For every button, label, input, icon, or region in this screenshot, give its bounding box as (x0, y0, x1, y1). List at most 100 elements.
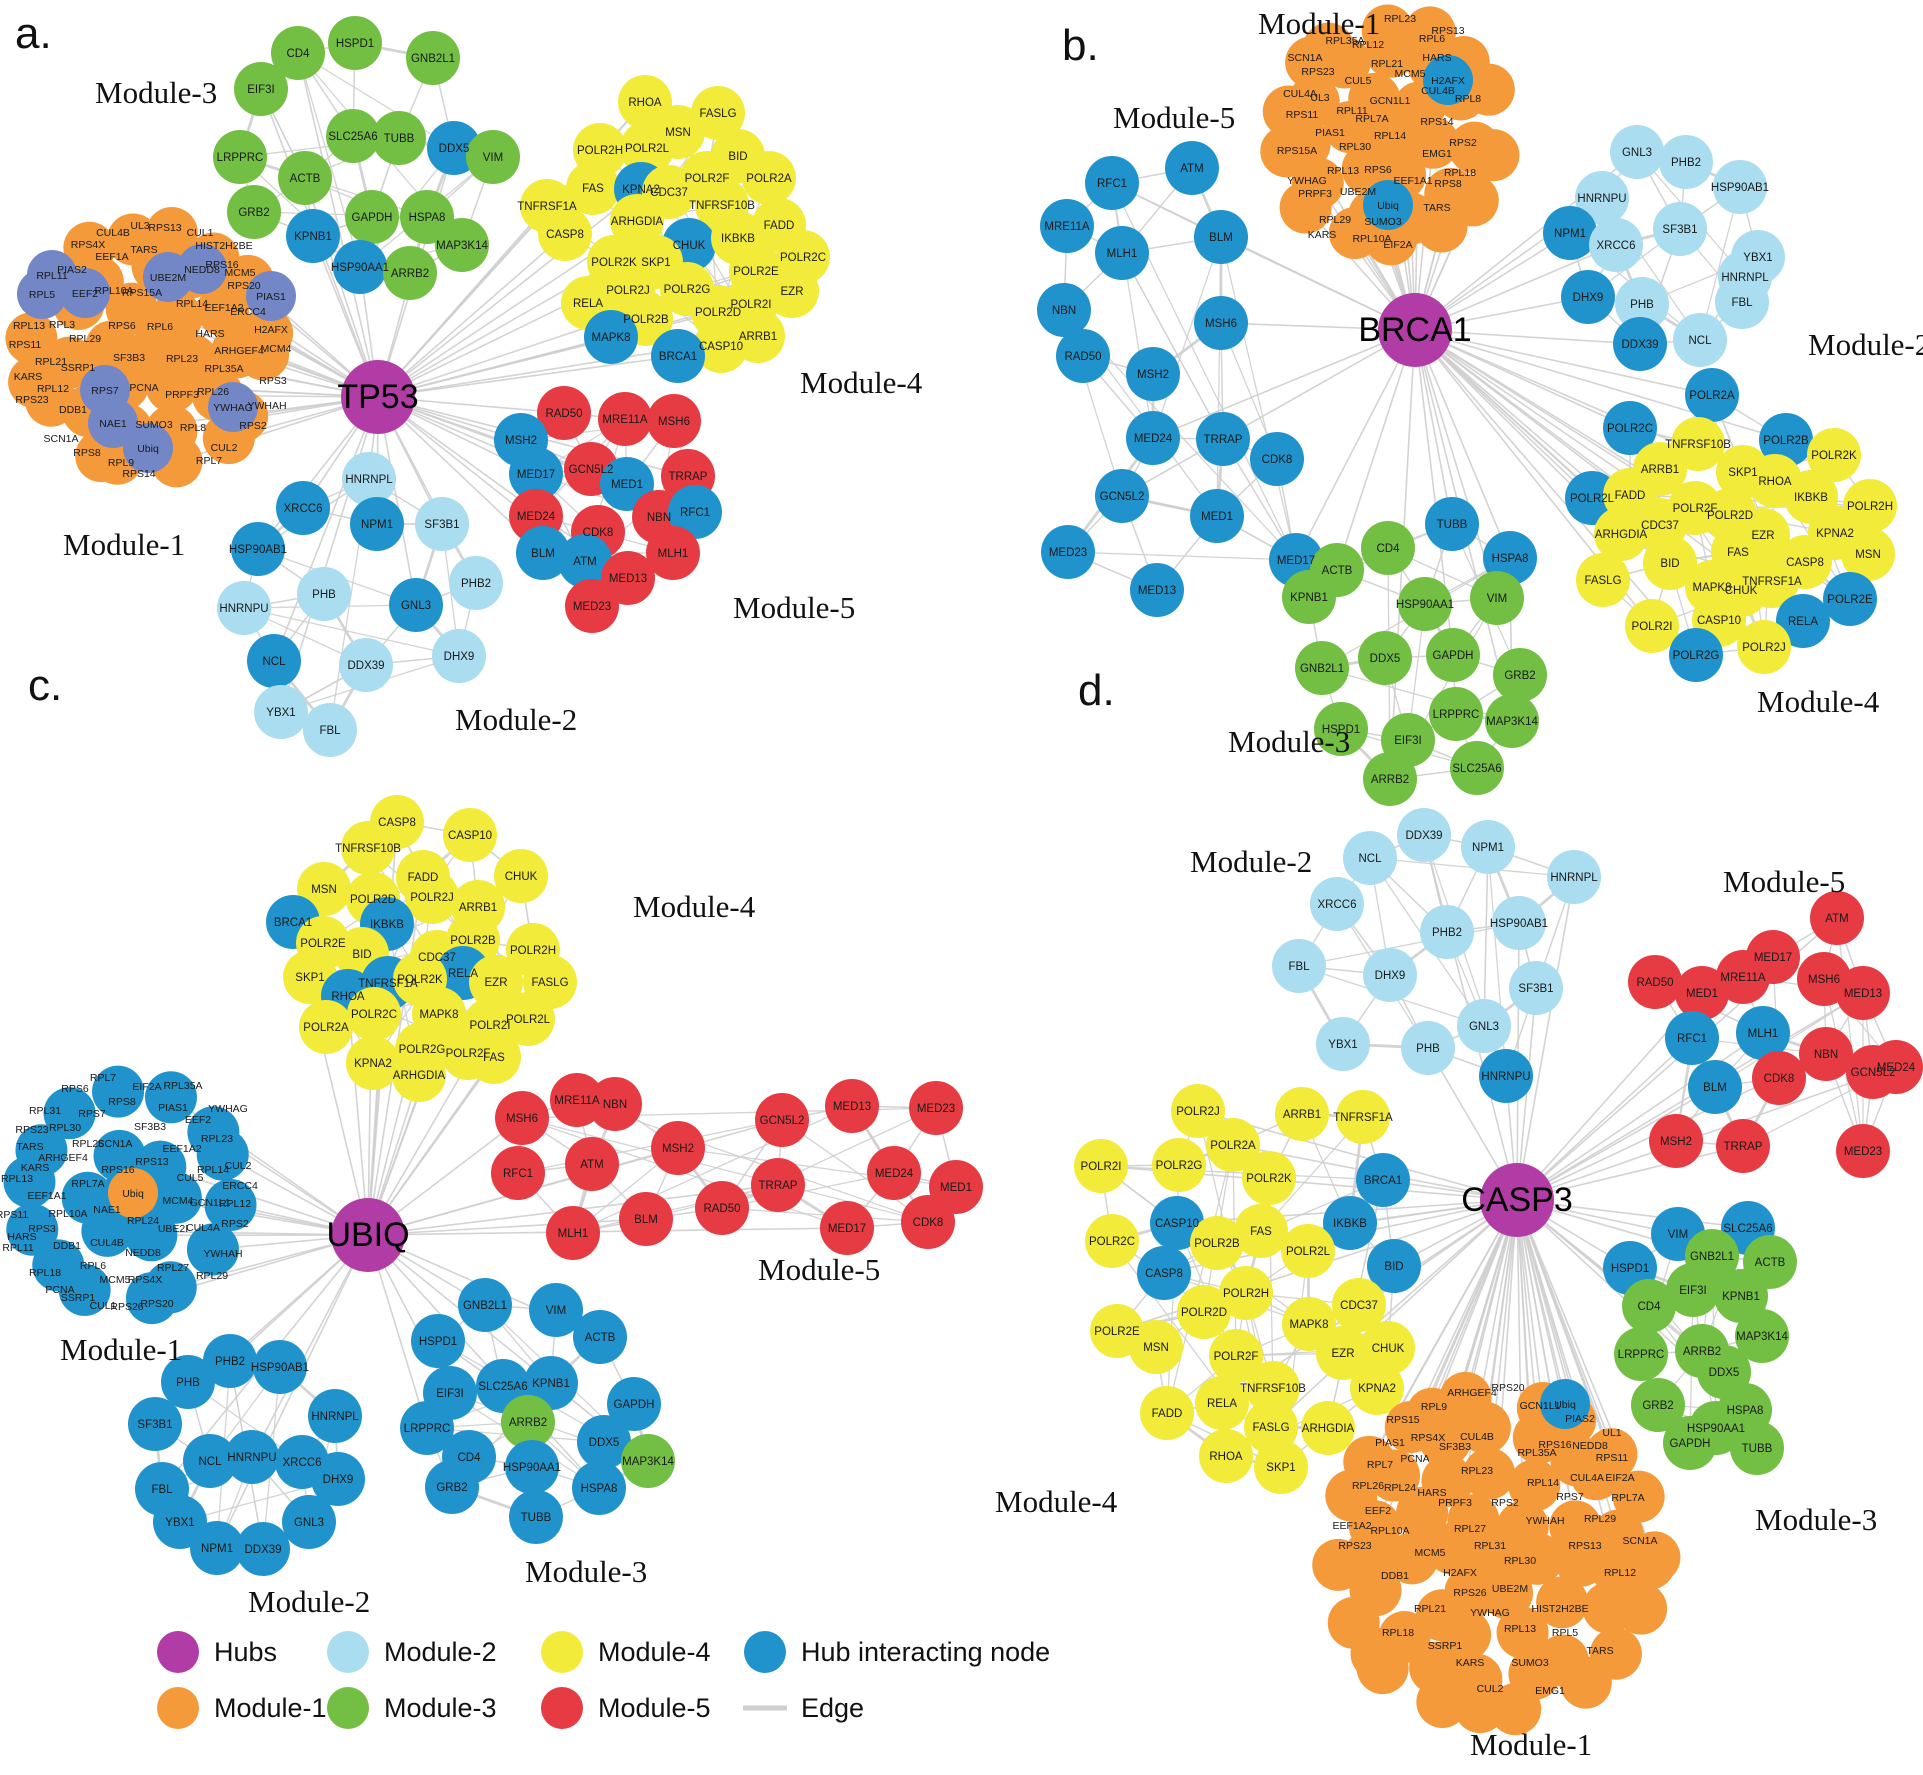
node-label-rfc1: RFC1 (503, 1168, 533, 1180)
node-tnfrsf10b (341, 821, 395, 875)
node-label-eif3i: EIF3I (436, 1388, 463, 1400)
node-label-gcn1l1: GCN1L1 (190, 1197, 231, 1209)
node-label-gnl3: GNL3 (401, 600, 431, 612)
node-mlh1 (646, 526, 700, 580)
node-label-hnrnpl: HNRNPL (1721, 272, 1769, 284)
node-hspd1 (411, 1314, 465, 1368)
node-label-blm: BLM (1209, 232, 1233, 244)
node-label-eef1a: EEF1A (95, 251, 128, 263)
node-label-rpl18: RPL18 (1382, 1627, 1414, 1639)
module-label-module-3: Module-3 (1755, 1502, 1877, 1537)
node-label-brca1: BRCA1 (659, 351, 697, 363)
node-label-polr2d: POLR2D (695, 307, 741, 319)
node-label-msn: MSN (1855, 549, 1881, 561)
node-label-polr2i: POLR2I (470, 1020, 511, 1032)
node-label-vim: VIM (1487, 593, 1507, 605)
node-label-casp8: CASP8 (546, 229, 584, 241)
node-fadd (1140, 1386, 1194, 1440)
node-phb2 (203, 1334, 257, 1388)
node-label-msh6: MSH6 (1205, 318, 1237, 330)
node-label-scn1a: SCN1A (43, 433, 78, 445)
node-label-polr2c: POLR2C (780, 252, 826, 264)
node-map3k14 (621, 1434, 675, 1488)
node-msn (1841, 527, 1895, 581)
node-polr2a (742, 151, 796, 205)
node-label-mlh1: MLH1 (558, 1228, 589, 1240)
node-trrap (751, 1158, 805, 1212)
node-label-rps23: RPS23 (1338, 1540, 1371, 1552)
node-label-med23: MED23 (917, 1103, 955, 1115)
edge (377, 188, 642, 398)
node-label-polr2b: POLR2B (1763, 435, 1809, 447)
node-label-nbn: NBN (603, 1099, 627, 1111)
edge (1216, 236, 1222, 517)
node-label-cdc37: CDC37 (1641, 520, 1679, 532)
node-label-rps11: RPS11 (1286, 109, 1319, 121)
node-grb2 (1631, 1378, 1685, 1432)
node-label-hars: HARS (7, 1231, 36, 1243)
node-pias1 (246, 271, 296, 321)
node-label-actb: ACTB (585, 1332, 616, 1344)
node-label-rps4x: RPS4X (1411, 1432, 1445, 1444)
node-fbl (1715, 275, 1769, 329)
node-rfc1 (1085, 156, 1139, 210)
node-polr2c (347, 987, 401, 1041)
node-label-rpl27: RPL27 (157, 1262, 189, 1274)
node-label-rpl31: RPL31 (29, 1105, 61, 1117)
node-label-gcn5l2: GCN5L2 (1100, 491, 1145, 503)
node-arhgdia (392, 1048, 446, 1102)
node-cdk8 (1250, 432, 1304, 486)
node-label-msn: MSN (665, 127, 691, 139)
node-label-ddx5: DDX5 (589, 1437, 620, 1449)
node-label-msh2: MSH2 (1660, 1136, 1692, 1148)
node-sf3b1 (1653, 202, 1707, 256)
node-label-rps15a: RPS15A (1277, 145, 1317, 157)
node-label-arrb1: ARRB1 (1641, 464, 1679, 476)
edge (781, 1119, 929, 1223)
node-hsp90ab1 (1713, 160, 1767, 214)
node-med17 (820, 1201, 874, 1255)
node-faslg (691, 86, 745, 140)
node-trrap (1196, 412, 1250, 466)
node-label-fbl: FBL (1288, 961, 1310, 973)
node-dhx9 (1561, 270, 1615, 324)
node-hsp90aa1 (333, 240, 387, 294)
node-label-sf3b1: SF3B1 (424, 519, 459, 531)
node-label-rpl35a: RPL35A (163, 1080, 202, 1092)
node-label-pias1: PIAS1 (158, 1102, 188, 1114)
node-label-ncl: NCL (198, 1456, 222, 1468)
module1-node-filler (1348, 72, 1401, 125)
edge (1414, 329, 1641, 345)
node-polr2c (1603, 401, 1657, 455)
node-label-cul4a: CUL4A (186, 1222, 220, 1234)
node-nbn (588, 1077, 642, 1131)
node-label-hspa8: HSPA8 (409, 212, 446, 224)
node-fas (566, 161, 620, 215)
node-label-rpl10a: RPL10A (48, 1208, 87, 1220)
panel-a-labels: CD4 HSPD1 GNB2L1 EIF3I SLC25A6 TUBB DDX5 VIM LRP… (9, 9, 923, 737)
node-label-rps26: RPS26 (110, 1301, 143, 1313)
node-label-polr2d: POLR2D (1707, 510, 1753, 522)
node-label-rpl7: RPL7 (196, 455, 222, 467)
node-label-rps4x: RPS4X (128, 1274, 162, 1286)
node-casp10 (443, 808, 497, 862)
node-label-blm: BLM (531, 548, 555, 560)
node-gapdh (1426, 628, 1480, 682)
node-ikbkb (1323, 1196, 1377, 1250)
node-label-ddx5: DDX5 (1370, 653, 1401, 665)
node-label-polr2c: POLR2C (1607, 423, 1653, 435)
node-label-cul4b: CUL4B (1460, 1431, 1494, 1443)
node-label-polr2g: POLR2G (1673, 650, 1720, 662)
node-casp8 (538, 207, 592, 261)
node-med1 (1190, 489, 1244, 543)
edge (517, 1119, 783, 1174)
node-label-rps7: RPS7 (78, 1108, 106, 1120)
node-label-rps6: RPS6 (108, 320, 136, 332)
edge (367, 1218, 647, 1236)
node-label-scn1a: SCN1A (97, 1138, 132, 1150)
node-label-ywhah: YWHAH (1525, 1515, 1564, 1527)
node-label-polr2h: POLR2H (1223, 1288, 1269, 1300)
node-label-phb2: PHB2 (461, 578, 491, 590)
edge (1516, 1199, 1749, 1229)
node-label-prpf3: PRPF3 (165, 389, 199, 401)
